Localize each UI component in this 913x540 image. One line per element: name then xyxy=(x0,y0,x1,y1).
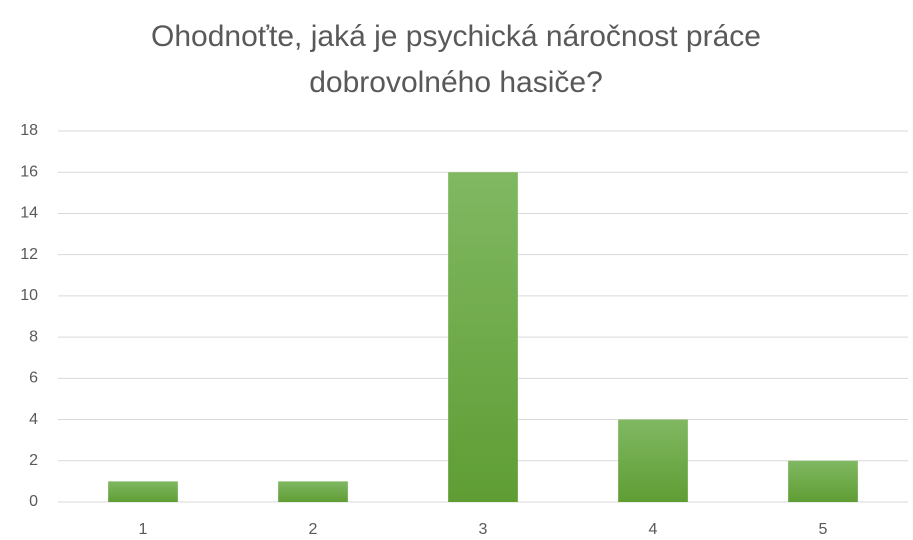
y-tick-label: 12 xyxy=(20,246,38,263)
bar xyxy=(108,481,178,502)
x-tick-label: 3 xyxy=(479,521,488,538)
bar xyxy=(448,172,518,502)
y-tick-label: 16 xyxy=(20,163,38,180)
x-tick-label: 5 xyxy=(819,521,828,538)
y-tick-label: 8 xyxy=(29,328,38,345)
x-tick-label: 4 xyxy=(649,521,658,538)
x-tick-label: 1 xyxy=(139,521,148,538)
y-tick-label: 18 xyxy=(20,122,38,139)
bar xyxy=(618,419,688,502)
y-tick-label: 6 xyxy=(29,370,38,387)
y-tick-label: 2 xyxy=(29,452,38,469)
y-tick-label: 14 xyxy=(20,205,38,222)
chart-title: Ohodnoťte, jaká je psychická náročnost p… xyxy=(151,20,761,99)
x-tick-label: 2 xyxy=(309,521,318,538)
bar xyxy=(788,460,858,502)
y-tick-label: 4 xyxy=(29,411,38,428)
bar xyxy=(278,481,348,502)
y-tick-label: 10 xyxy=(20,287,38,304)
y-tick-label: 0 xyxy=(29,493,38,510)
